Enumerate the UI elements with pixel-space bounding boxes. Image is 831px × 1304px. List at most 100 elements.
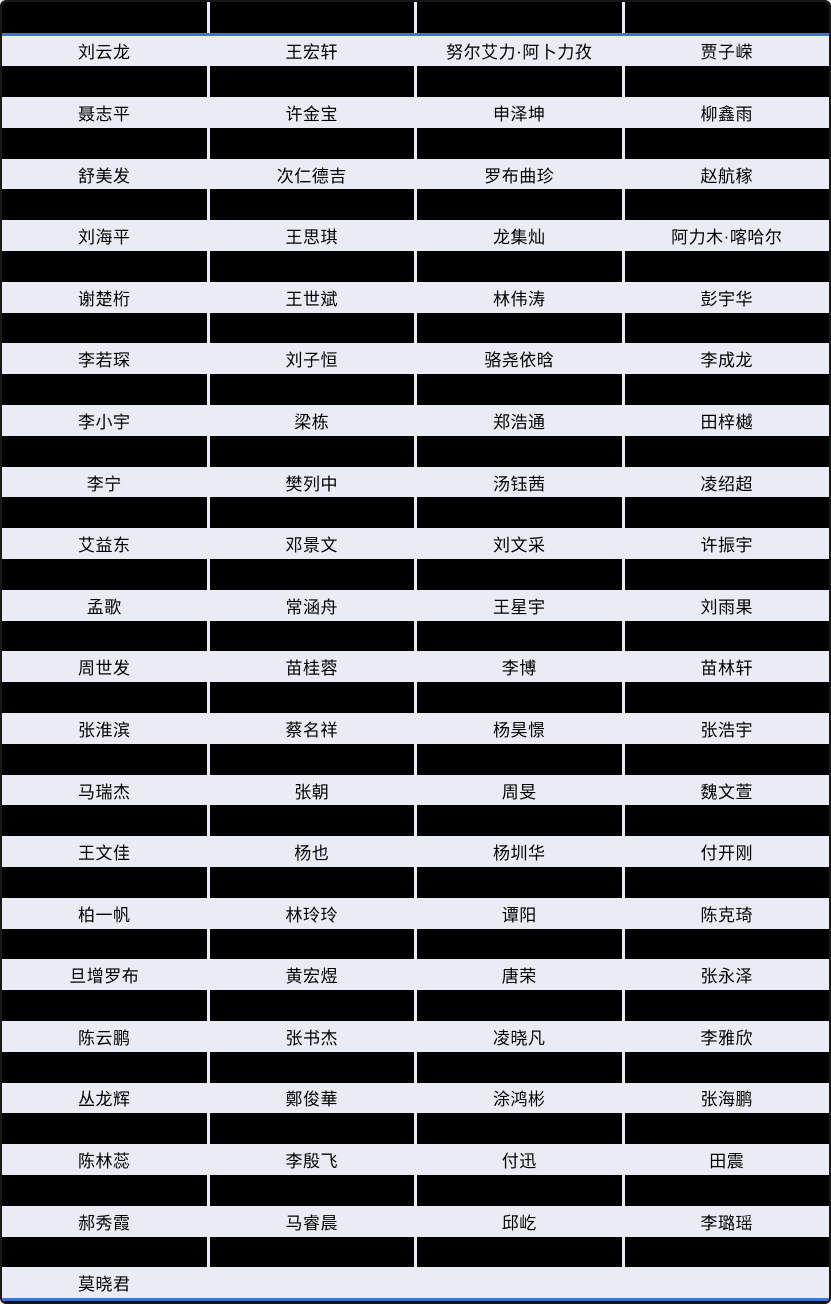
name-cell: 丛龙辉	[78, 1090, 131, 1110]
redacted-cell	[2, 127, 207, 159]
bottom-border-strip	[2, 1300, 829, 1302]
redacted-row	[2, 66, 829, 98]
name-row: 聂志平 许金宝 申泽坤 柳鑫雨	[2, 97, 829, 128]
name-cell: 凌晓凡	[493, 1028, 546, 1048]
name-cell: 许振宇	[700, 536, 753, 556]
name-cell: 王星宇	[493, 597, 546, 617]
redacted-cell	[209, 682, 414, 714]
name-cell: 付开刚	[700, 844, 753, 864]
redacted-cell	[2, 1051, 207, 1083]
name-cell: 阿力木·喀哈尔	[671, 228, 783, 248]
redacted-cell	[2, 682, 207, 714]
redacted-cell	[209, 312, 414, 344]
redacted-cell	[2, 374, 207, 406]
redacted-cell	[209, 251, 414, 282]
name-cell: 聂志平	[78, 104, 131, 124]
name-row: 郝秀霞 马睿晨 邱屹 李璐瑶	[2, 1206, 829, 1237]
name-cell: 谭阳	[501, 905, 537, 925]
footer-accent-line	[2, 1298, 829, 1301]
redacted-cell	[417, 312, 622, 344]
name-row: 张淮滨 蔡名祥 杨昊憬 张浩宇	[2, 713, 829, 744]
redacted-row	[2, 559, 829, 590]
header-accent-line	[2, 33, 829, 36]
redacted-cell	[417, 559, 622, 590]
name-row: 陈林蕊 李殷飞 付迅 田震	[2, 1144, 829, 1175]
redacted-cell	[624, 559, 829, 590]
name-cell: 旦增罗布	[69, 967, 140, 987]
redacted-cell	[209, 1174, 414, 1206]
redacted-cell	[417, 66, 622, 98]
redacted-row	[2, 497, 829, 529]
redacted-cell	[2, 928, 207, 960]
name-cell: 樊列中	[285, 474, 338, 494]
redacted-cell	[417, 374, 622, 406]
redacted-cell	[417, 497, 622, 529]
name-cell: 李若琛	[78, 351, 131, 371]
redacted-cell	[209, 497, 414, 529]
redacted-cell	[2, 867, 207, 898]
name-cell: 赵航稼	[700, 166, 753, 186]
name-row: 谢楚桁 王世斌 林伟涛 彭宇华	[2, 282, 829, 313]
name-cell: 林玲玲	[285, 905, 338, 925]
name-cell: 田梓樾	[700, 412, 753, 432]
redacted-cell	[2, 559, 207, 590]
redacted-cell	[209, 66, 414, 98]
redacted-cell	[209, 559, 414, 590]
name-cell: 李成龙	[700, 351, 753, 371]
name-cell: 梁栋	[294, 412, 330, 432]
redacted-cell	[209, 1236, 414, 1268]
name-cell: 刘雨果	[700, 597, 753, 617]
name-cell: 艾益东	[78, 536, 131, 556]
redacted-cell	[2, 66, 207, 98]
name-cell: 刘子恒	[285, 351, 338, 371]
name-cell: 唐荣	[501, 967, 537, 987]
name-cell: 周世发	[78, 659, 131, 679]
name-cell: 郑浩通	[493, 412, 546, 432]
redacted-cell	[417, 928, 622, 960]
redacted-cell	[417, 435, 622, 467]
name-cell: 黄宏煜	[285, 967, 338, 987]
redacted-cell	[624, 620, 829, 652]
redacted-header-cell	[209, 2, 414, 33]
redacted-row	[2, 127, 829, 159]
redacted-cell	[417, 990, 622, 1021]
redacted-header-cell	[417, 2, 622, 33]
redacted-row	[2, 251, 829, 282]
redacted-cell	[417, 805, 622, 837]
redacted-cell	[624, 66, 829, 98]
name-cell: 凌绍超	[700, 474, 753, 494]
redacted-cell	[2, 497, 207, 529]
name-cell: 李璐瑶	[700, 1213, 753, 1233]
redacted-cell	[2, 805, 207, 837]
redacted-cell	[417, 189, 622, 221]
redacted-header-cell	[2, 2, 207, 33]
redacted-cell	[209, 127, 414, 159]
name-cell: 李宁	[86, 474, 122, 494]
redacted-cell	[624, 497, 829, 529]
redacted-cell	[417, 1113, 622, 1145]
redacted-cell	[2, 1236, 207, 1268]
redacted-cell	[417, 682, 622, 714]
name-cell: 许金宝	[285, 104, 338, 124]
redacted-cell	[209, 189, 414, 221]
name-cell: 苗林轩	[700, 659, 753, 679]
name-row: 莫晓君	[2, 1267, 829, 1298]
redacted-cell	[624, 312, 829, 344]
redacted-cell	[209, 928, 414, 960]
redacted-cell	[624, 990, 829, 1021]
name-cell: 罗布曲珍	[484, 166, 555, 186]
name-cell: 陈云鹏	[78, 1028, 131, 1048]
name-cell: 王宏轩	[285, 43, 338, 63]
redacted-cell	[209, 1113, 414, 1145]
redacted-cell	[2, 435, 207, 467]
redacted-row	[2, 435, 829, 467]
redacted-row	[2, 928, 829, 960]
name-cell	[625, 1267, 830, 1298]
name-cell: 李小宇	[78, 412, 131, 432]
name-cell: 李博	[501, 659, 537, 679]
name-row: 李若琛 刘子恒 骆尧依晗 李成龙	[2, 343, 829, 374]
name-cell: 刘海平	[78, 228, 131, 248]
redacted-cell	[624, 1051, 829, 1083]
name-row: 陈云鹏 张书杰 凌晓凡 李雅欣	[2, 1021, 829, 1052]
